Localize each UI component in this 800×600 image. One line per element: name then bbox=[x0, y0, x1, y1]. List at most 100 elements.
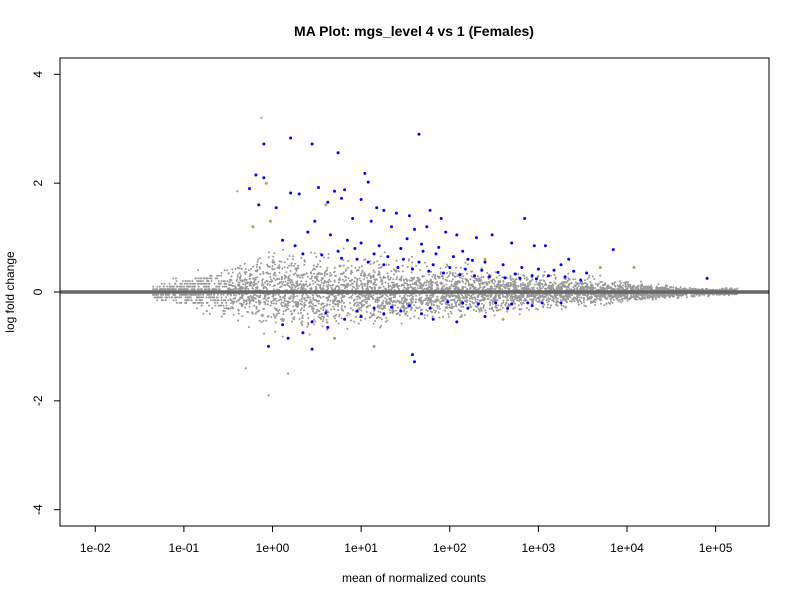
gray-point bbox=[399, 307, 402, 310]
gray-point bbox=[406, 304, 409, 307]
gray-point bbox=[655, 296, 658, 299]
gray-point bbox=[400, 277, 403, 280]
gray-point bbox=[200, 296, 203, 299]
gray-point bbox=[647, 285, 650, 288]
gray-point bbox=[248, 326, 250, 328]
gray-point bbox=[293, 264, 296, 267]
gray-point bbox=[540, 294, 543, 297]
gray-point bbox=[225, 301, 228, 304]
gray-point bbox=[423, 314, 426, 317]
gray-point bbox=[284, 293, 287, 296]
gray-point bbox=[216, 274, 218, 277]
gray-point bbox=[398, 314, 401, 317]
gray-point bbox=[232, 300, 235, 303]
gray-point bbox=[372, 297, 375, 300]
gray-point bbox=[323, 275, 326, 277]
gray-point bbox=[611, 282, 614, 285]
gray-point bbox=[308, 333, 311, 336]
gray-point bbox=[440, 303, 443, 306]
gray-point bbox=[322, 320, 324, 323]
gray-point bbox=[237, 288, 240, 291]
gray-point bbox=[217, 293, 219, 296]
gray-point bbox=[303, 301, 306, 304]
gray-point bbox=[354, 276, 357, 279]
gray-point bbox=[165, 293, 167, 296]
gray-point bbox=[461, 272, 464, 275]
gray-point bbox=[472, 293, 475, 296]
gray-point bbox=[301, 294, 304, 297]
gray-point bbox=[414, 300, 417, 303]
gray-point bbox=[361, 303, 363, 306]
gray-point bbox=[601, 284, 604, 287]
gray-point bbox=[690, 295, 693, 297]
gray-point bbox=[457, 308, 460, 311]
gray-point bbox=[562, 282, 565, 285]
gray-point bbox=[512, 307, 515, 310]
gray-point bbox=[603, 287, 606, 290]
gray-point bbox=[594, 301, 597, 304]
gray-point bbox=[332, 305, 335, 308]
gray-point bbox=[306, 313, 309, 315]
gray-point bbox=[630, 286, 633, 289]
gray-point bbox=[553, 273, 556, 276]
gray-point bbox=[382, 285, 385, 288]
gray-point bbox=[334, 274, 336, 277]
gray-point bbox=[254, 312, 257, 315]
gray-point bbox=[529, 298, 531, 301]
gray-point bbox=[537, 283, 540, 286]
gray-point bbox=[222, 304, 225, 307]
gray-point bbox=[361, 288, 364, 291]
gray-point bbox=[462, 275, 465, 278]
gray-point bbox=[278, 260, 281, 263]
gray-point bbox=[599, 296, 602, 299]
gray-point bbox=[453, 300, 456, 303]
gray-point bbox=[427, 273, 430, 276]
gray-point bbox=[480, 276, 483, 279]
gray-point bbox=[411, 306, 413, 309]
gray-point bbox=[554, 297, 557, 300]
gray-point bbox=[328, 303, 331, 306]
gray-point bbox=[505, 301, 508, 304]
gray-point bbox=[518, 308, 521, 311]
gray-point bbox=[545, 299, 548, 302]
gray-point bbox=[291, 281, 294, 284]
gray-point bbox=[513, 283, 516, 285]
gray-point bbox=[169, 285, 172, 288]
gray-point bbox=[250, 267, 252, 270]
gray-point bbox=[621, 287, 624, 290]
gray-point bbox=[522, 302, 525, 305]
gray-point bbox=[621, 299, 624, 302]
gray-point bbox=[548, 300, 550, 303]
gray-point bbox=[460, 288, 463, 291]
gray-point bbox=[199, 280, 201, 283]
gray-point bbox=[318, 294, 321, 297]
gray-point bbox=[348, 296, 351, 299]
gray-point bbox=[374, 301, 377, 303]
gray-point bbox=[381, 295, 384, 298]
gray-point bbox=[301, 303, 303, 306]
gray-point bbox=[506, 299, 508, 302]
gray-point bbox=[600, 281, 603, 284]
gray-point bbox=[316, 308, 319, 311]
gray-point bbox=[489, 304, 492, 306]
gray-point bbox=[446, 276, 449, 279]
gray-point bbox=[353, 320, 356, 323]
gray-point bbox=[695, 288, 698, 291]
gray-point bbox=[400, 301, 403, 304]
gray-point bbox=[422, 299, 425, 302]
gray-point bbox=[571, 298, 574, 300]
gray-point bbox=[297, 274, 300, 277]
gray-point bbox=[180, 293, 183, 296]
gray-point bbox=[457, 281, 460, 284]
gray-point bbox=[398, 295, 401, 298]
gray-point bbox=[449, 310, 452, 313]
gray-point bbox=[214, 301, 216, 304]
gray-point bbox=[676, 294, 679, 297]
gray-point bbox=[322, 317, 325, 320]
gray-point bbox=[486, 283, 489, 286]
gray-point bbox=[479, 307, 482, 310]
gray-point bbox=[263, 332, 266, 335]
gray-point bbox=[364, 258, 367, 261]
gray-point bbox=[187, 285, 190, 288]
gray-point bbox=[248, 305, 251, 308]
